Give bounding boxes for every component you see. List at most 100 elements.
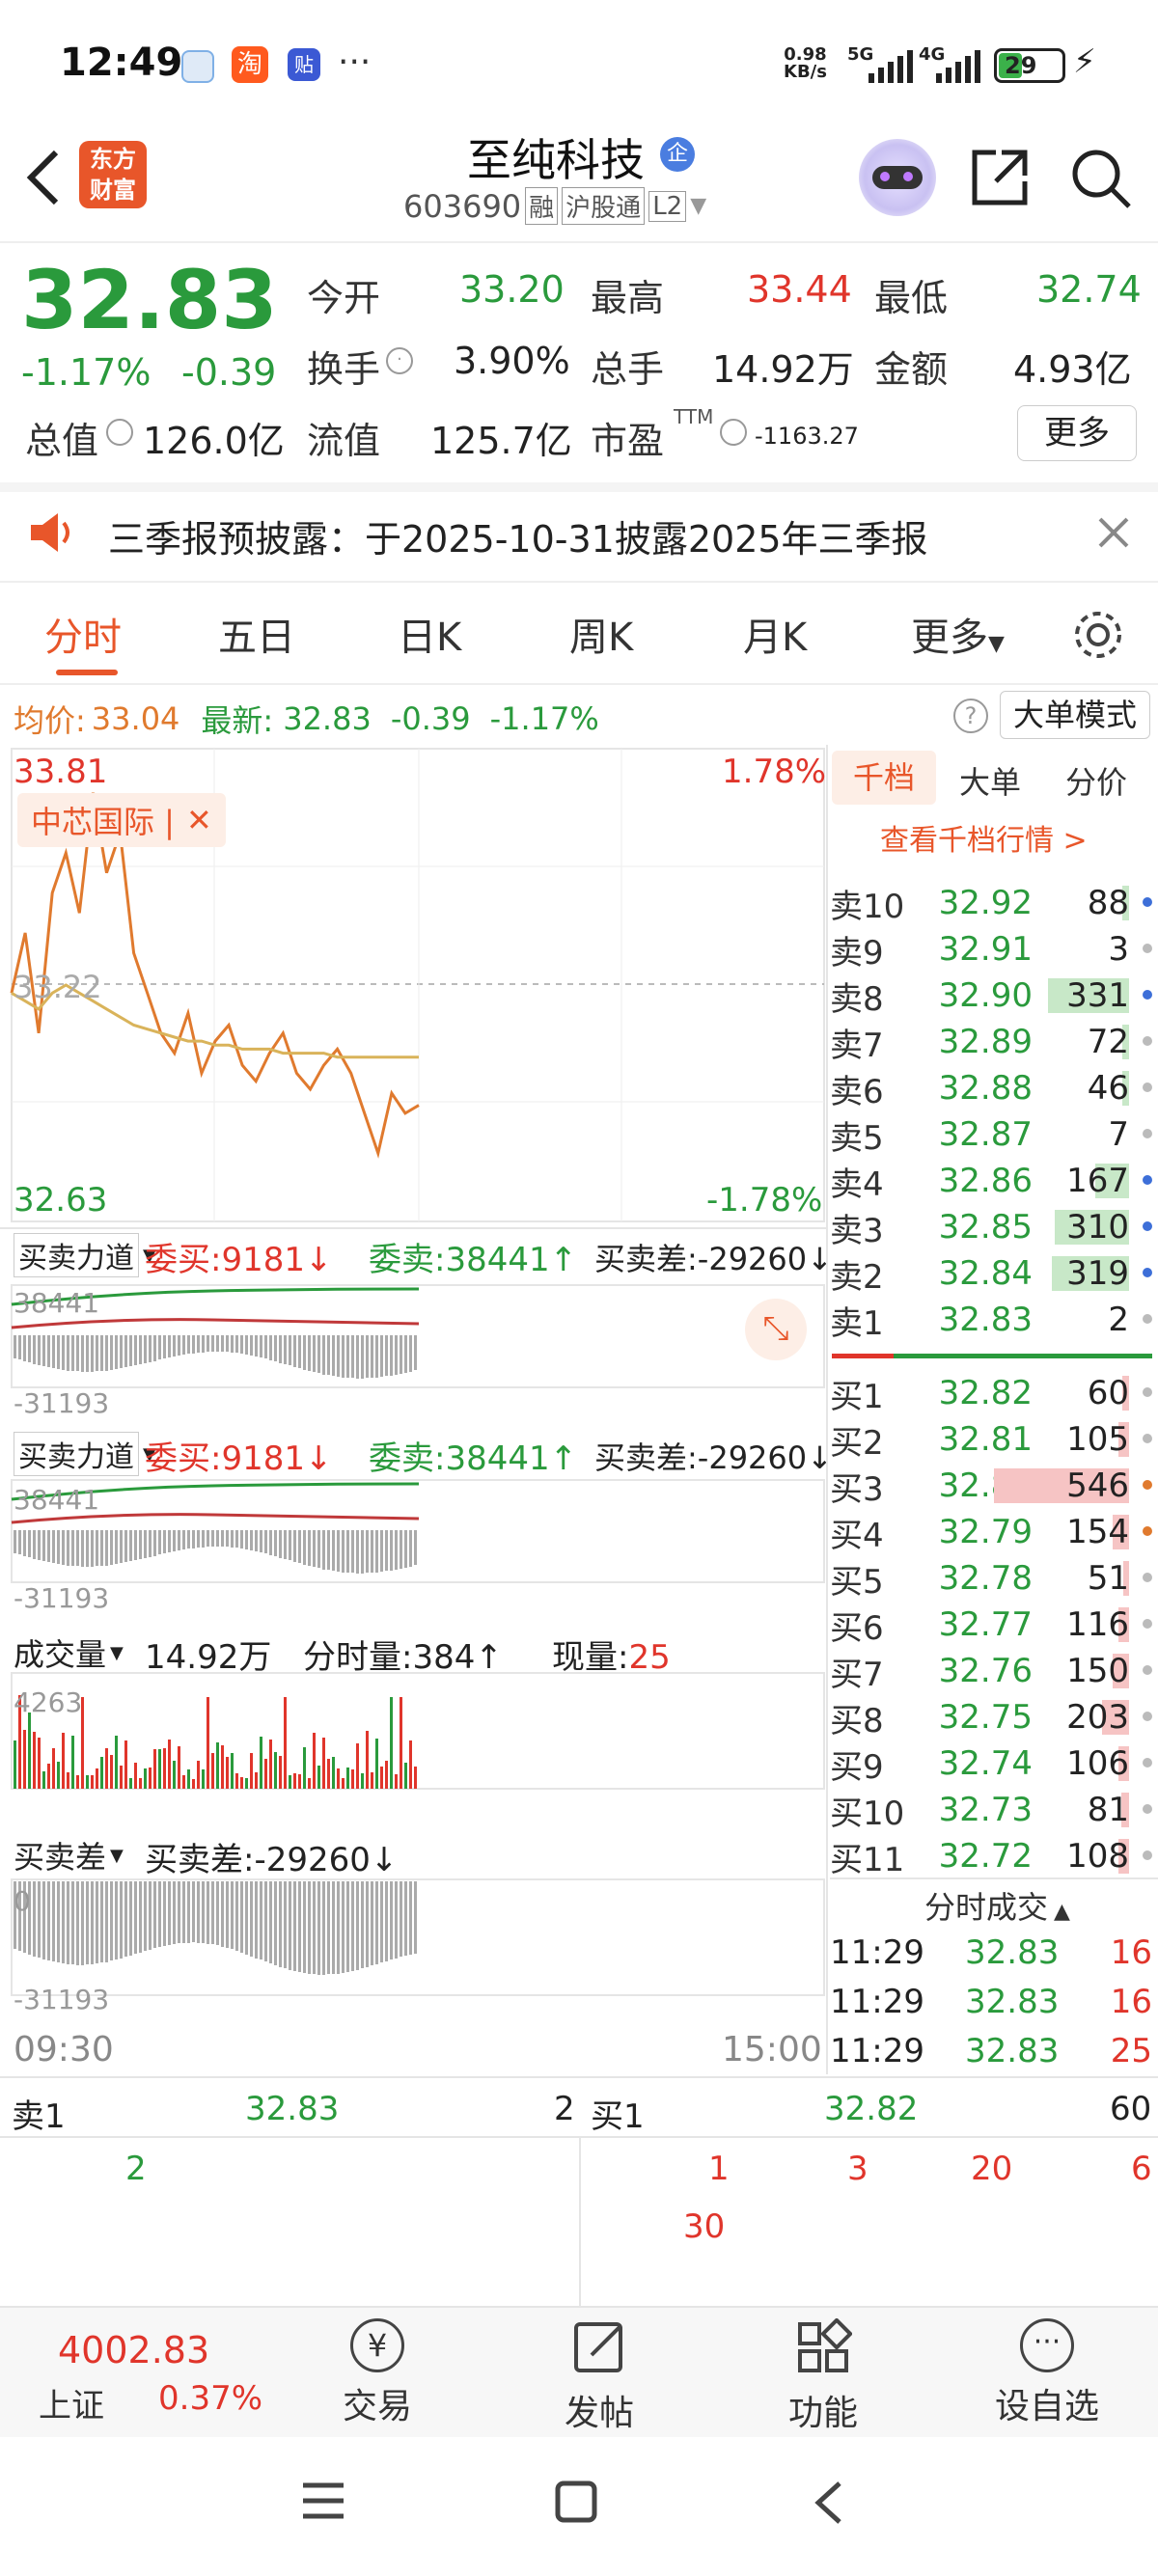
search-icon[interactable]	[1069, 147, 1133, 210]
home-icon[interactable]	[554, 2480, 598, 2524]
ask-row[interactable]: 卖10 32.92 88	[830, 880, 1158, 926]
volume-bar	[192, 1779, 195, 1789]
notice-text[interactable]: 三季报预披露：于2025-10-31披露2025年三季报	[108, 518, 928, 561]
volume-bar	[47, 1764, 50, 1789]
bid-row[interactable]: 买3 32.80 546	[830, 1463, 1158, 1509]
indicator2-selector[interactable]: 买卖力道 ▼	[14, 1432, 156, 1476]
ask-row[interactable]: 卖3 32.85 310	[830, 1204, 1158, 1250]
ask-volume: 310	[1066, 1208, 1129, 1247]
info-icon[interactable]: ·	[386, 347, 413, 374]
diff-bar	[216, 1530, 219, 1547]
bid-row[interactable]: 买8 32.75 203	[830, 1694, 1158, 1740]
volume-fill	[1123, 1561, 1129, 1596]
tab-monthly-k[interactable]: 月K	[743, 616, 808, 660]
tab-weekly-k[interactable]: 周K	[569, 616, 634, 660]
low-value: 32.74	[1036, 268, 1142, 311]
diff-bar	[153, 1530, 156, 1556]
ask-row[interactable]: 卖6 32.88 46	[830, 1065, 1158, 1111]
volume-bar	[264, 1759, 267, 1789]
info-icon-2[interactable]	[106, 419, 133, 446]
bid-row[interactable]: 买2 32.81 105	[830, 1416, 1158, 1463]
ask-row[interactable]: 卖9 32.91 3	[830, 926, 1158, 973]
diff-bar	[250, 1335, 253, 1356]
tab-big-order[interactable]: 大单	[959, 764, 1022, 801]
diff-bar	[385, 1881, 388, 1961]
indicator1-selector[interactable]: 买卖力道 ▼	[14, 1233, 156, 1277]
add-watchlist-button[interactable]: ··· 设自选	[984, 2311, 1110, 2428]
divider	[0, 581, 1158, 583]
robot-assistant-icon[interactable]	[859, 139, 936, 216]
bid-row[interactable]: 买6 32.77 116	[830, 1602, 1158, 1648]
compare-tag[interactable]: 中芯国际 | ✕	[17, 793, 226, 847]
big-order-mode-button[interactable]: 大单模式	[1000, 691, 1150, 739]
volume-bars	[14, 1695, 417, 1789]
status-dot-icon	[1143, 1387, 1152, 1397]
help-icon[interactable]: ?	[953, 699, 988, 733]
settings-gear-icon[interactable]	[1071, 608, 1125, 662]
bid-row[interactable]: 买11 32.72 108	[830, 1833, 1158, 1879]
features-button[interactable]: 功能	[770, 2311, 876, 2435]
indicator3-selector[interactable]: 买卖差 ▼	[14, 1833, 124, 1877]
expand-icon[interactable]: ⤡	[745, 1299, 807, 1360]
ask-row[interactable]: 卖8 32.90 331	[830, 973, 1158, 1019]
bid-row[interactable]: 买5 32.78 51	[830, 1555, 1158, 1602]
diff-bar	[303, 1335, 306, 1370]
tab-daily-k[interactable]: 日K	[398, 616, 462, 660]
diff-bar	[371, 1335, 373, 1378]
queue-bid-order: 6	[1131, 2150, 1152, 2188]
trade-button[interactable]: ¥ 交易	[324, 2311, 430, 2428]
dropdown-icon[interactable]: ▼	[690, 194, 707, 218]
l2-tag: L2	[648, 190, 687, 222]
tab-five-day[interactable]: 五日	[218, 616, 295, 660]
ask-row[interactable]: 卖5 32.87 7	[830, 1111, 1158, 1158]
diff-bar	[255, 1335, 258, 1357]
diff-bar	[197, 1335, 200, 1353]
bid-row[interactable]: 买10 32.73 81	[830, 1787, 1158, 1833]
view-depth-link[interactable]: 查看千档行情 >	[880, 824, 1088, 858]
ask-row[interactable]: 卖1 32.83 2	[830, 1297, 1158, 1343]
ask-row[interactable]: 卖4 32.86 167	[830, 1158, 1158, 1204]
post-button[interactable]: 发帖	[546, 2311, 652, 2435]
bid-price: 32.75	[938, 1698, 1033, 1737]
float-cap-label: 流值	[307, 420, 381, 462]
diff-bar	[322, 1530, 325, 1570]
close-icon[interactable]: ✕	[185, 802, 212, 838]
back-nav-icon[interactable]	[811, 2480, 845, 2526]
diff-bar	[356, 1530, 359, 1574]
indicator3-name: 买卖差	[14, 1839, 107, 1876]
ask-price: 32.87	[938, 1115, 1033, 1154]
tab-depth[interactable]: 千档	[832, 751, 936, 805]
diff-bar	[110, 1881, 113, 1960]
diff-bar	[231, 1530, 234, 1548]
diff-bar	[202, 1530, 205, 1548]
share-icon[interactable]	[969, 147, 1031, 208]
tab-timeshare[interactable]: 分时	[44, 616, 122, 660]
arrow-down-icon: ↓	[807, 1439, 833, 1476]
ask-volume: 319	[1066, 1254, 1129, 1293]
ask-row[interactable]: 卖7 32.89 72	[830, 1019, 1158, 1065]
intraday-chart-area[interactable]	[0, 745, 826, 2074]
back-icon[interactable]	[21, 147, 64, 208]
diff-bar	[57, 1530, 60, 1564]
ask-row[interactable]: 卖2 32.84 319	[830, 1250, 1158, 1297]
volume-bar	[52, 1748, 55, 1789]
diff-bar	[395, 1530, 398, 1570]
bid-row[interactable]: 买1 32.82 60	[830, 1370, 1158, 1416]
bid-row[interactable]: 买4 32.79 154	[830, 1509, 1158, 1555]
close-icon[interactable]	[1096, 515, 1131, 550]
volume-bar	[216, 1742, 219, 1789]
info-icon-3[interactable]	[720, 419, 747, 446]
more-button[interactable]: 更多	[1017, 405, 1137, 461]
trades-title[interactable]: 分时成交 ▲	[924, 1883, 1070, 1928]
bid-row[interactable]: 买7 32.76 150	[830, 1648, 1158, 1694]
menu-icon[interactable]	[301, 2480, 345, 2522]
indicator2-bottom: -31193	[14, 1582, 110, 1614]
tab-more[interactable]: 更多▼	[911, 606, 1005, 662]
tab-price-dist[interactable]: 分价	[1065, 764, 1128, 801]
volume-selector[interactable]: 成交量 ▼	[14, 1631, 124, 1675]
bid-row[interactable]: 买9 32.74 106	[830, 1740, 1158, 1787]
index-value[interactable]: 4002.83	[58, 2329, 210, 2371]
volume-bar	[178, 1746, 180, 1789]
ask-price: 32.85	[938, 1208, 1033, 1247]
bid-price: 32.72	[938, 1837, 1033, 1876]
